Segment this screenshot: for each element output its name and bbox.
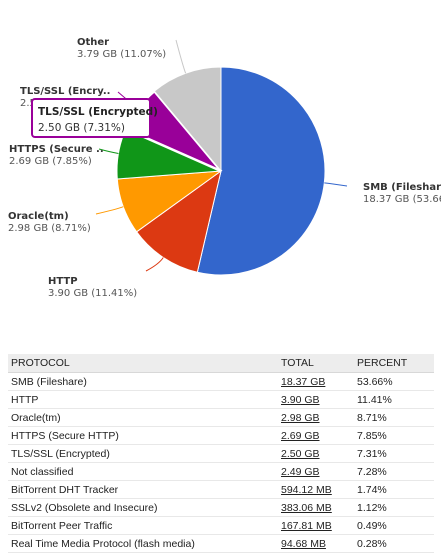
header-total: TOTAL bbox=[278, 354, 354, 373]
protocol-cell: Real Time Media Protocol (flash media) bbox=[8, 534, 278, 553]
table-row: HTTPS (Secure HTTP) 2.69 GB 7.85% bbox=[8, 426, 434, 445]
slice-name-label: HTTP bbox=[48, 276, 78, 287]
table-header-row: PROTOCOL TOTAL PERCENT bbox=[8, 354, 434, 373]
leader-line bbox=[145, 257, 164, 272]
protocol-cell: SMB (Fileshare) bbox=[8, 372, 278, 391]
slice-value-label: 2.98 GB (8.71%) bbox=[8, 223, 91, 234]
pie-svg: SMB (Fileshare)18.37 GB (53.66%) HTTP3.90… bbox=[8, 37, 441, 299]
total-link[interactable]: 383.06 MB bbox=[281, 501, 332, 514]
percent-cell: 7.85% bbox=[354, 426, 434, 445]
slice-value-label: 2.69 GB (7.85%) bbox=[9, 156, 92, 167]
total-link[interactable]: 2.98 GB bbox=[281, 411, 320, 424]
slice-name-label: SMB (Fileshare) bbox=[363, 182, 441, 193]
slice-name-label: TLS/SSL (Encry.. bbox=[20, 86, 110, 97]
total-link[interactable]: 2.50 GB bbox=[281, 447, 320, 460]
total-link[interactable]: 3.90 GB bbox=[281, 393, 320, 406]
protocol-cell: TLS/SSL (Encrypted) bbox=[8, 444, 278, 463]
percent-cell: 1.74% bbox=[354, 480, 434, 499]
leader-line bbox=[175, 39, 187, 74]
table-row: SSLv2 (Obsolete and Insecure) 383.06 MB … bbox=[8, 498, 434, 517]
protocol-cell: BitTorrent Peer Traffic bbox=[8, 516, 278, 535]
total-link[interactable]: 18.37 GB bbox=[281, 375, 326, 388]
leader-line bbox=[95, 206, 124, 215]
percent-cell: 0.28% bbox=[354, 534, 434, 553]
total-link[interactable]: 94.68 MB bbox=[281, 537, 326, 550]
slice-value-label: 3.90 GB (11.41%) bbox=[48, 288, 137, 299]
tooltip-value: 2.50 GB (7.31%) bbox=[38, 122, 125, 134]
percent-cell: 7.28% bbox=[354, 462, 434, 481]
header-percent: PERCENT bbox=[354, 354, 434, 373]
table-row: SMB (Fileshare) 18.37 GB 53.66% bbox=[8, 372, 434, 391]
table-row: BitTorrent DHT Tracker 594.12 MB 1.74% bbox=[8, 480, 434, 499]
slice-name-label: HTTPS (Secure .. bbox=[9, 144, 104, 155]
total-link[interactable]: 594.12 MB bbox=[281, 483, 332, 496]
protocol-cell: HTTP bbox=[8, 390, 278, 409]
leader-line bbox=[98, 148, 119, 154]
percent-cell: 8.71% bbox=[354, 408, 434, 427]
tooltip-title: TLS/SSL (Encrypted) bbox=[38, 106, 158, 118]
protocol-cell: Not classified bbox=[8, 462, 278, 481]
protocol-cell: SSLv2 (Obsolete and Insecure) bbox=[8, 498, 278, 517]
total-link[interactable]: 167.81 MB bbox=[281, 519, 332, 532]
slice-value-label: 18.37 GB (53.66%) bbox=[363, 194, 441, 205]
table-row: BitTorrent Peer Traffic 167.81 MB 0.49% bbox=[8, 516, 434, 535]
protocol-cell: HTTPS (Secure HTTP) bbox=[8, 426, 278, 445]
slice-name-label: Other bbox=[77, 37, 109, 48]
percent-cell: 1.12% bbox=[354, 498, 434, 517]
table-row: TLS/SSL (Encrypted) 2.50 GB 7.31% bbox=[8, 444, 434, 463]
percent-cell: 0.49% bbox=[354, 516, 434, 535]
leader-line bbox=[324, 182, 348, 187]
header-protocol: PROTOCOL bbox=[8, 354, 278, 373]
protocol-table: PROTOCOL TOTAL PERCENT SMB (Fileshare) 1… bbox=[8, 354, 434, 553]
percent-cell: 7.31% bbox=[354, 444, 434, 463]
pie-slice-other[interactable] bbox=[153, 66, 222, 173]
slice-value-label: 3.79 GB (11.07%) bbox=[77, 49, 166, 60]
protocol-cell: BitTorrent DHT Tracker bbox=[8, 480, 278, 499]
percent-cell: 53.66% bbox=[354, 372, 434, 391]
protocol-cell: Oracle(tm) bbox=[8, 408, 278, 427]
total-link[interactable]: 2.49 GB bbox=[281, 465, 320, 478]
table-row: Not classified 2.49 GB 7.28% bbox=[8, 462, 434, 481]
table-row: HTTP 3.90 GB 11.41% bbox=[8, 390, 434, 409]
slice-name-label: Oracle(tm) bbox=[8, 211, 69, 222]
table-row: Real Time Media Protocol (flash media) 9… bbox=[8, 534, 434, 553]
tooltip-box bbox=[31, 98, 151, 138]
pie-slice-http[interactable] bbox=[135, 169, 222, 273]
total-link[interactable]: 2.69 GB bbox=[281, 429, 320, 442]
table-row: Oracle(tm) 2.98 GB 8.71% bbox=[8, 408, 434, 427]
percent-cell: 11.41% bbox=[354, 390, 434, 409]
protocol-pie-chart: SMB (Fileshare)18.37 GB (53.66%) HTTP3.90… bbox=[8, 37, 441, 299]
pie-tooltip: TLS/SSL (Encrypted) 2.50 GB (7.31%) bbox=[31, 98, 158, 138]
